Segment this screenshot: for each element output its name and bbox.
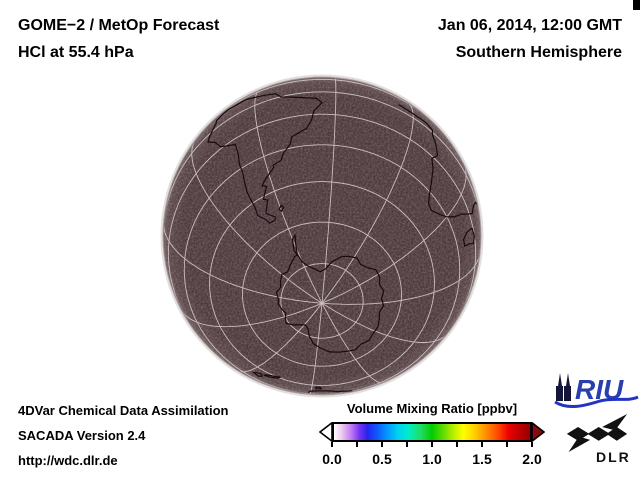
colorbar-tick — [406, 442, 408, 447]
colorbar-tick-label: 1.0 — [422, 451, 442, 467]
graticule-meridian — [321, 302, 384, 384]
globe-lines — [163, 77, 481, 395]
region-line: Southern Hemisphere — [455, 44, 622, 61]
colorbar-tick — [531, 442, 533, 447]
colorbar-title: Volume Mixing Ratio [ppbv] — [346, 401, 518, 416]
colorbar-underflow-arrow-icon — [319, 422, 333, 442]
date-line: Jan 06, 2014, 12:00 GMT — [437, 17, 622, 34]
figure-title: GOME−2 / MetOp Forecast HCl at 55.4 hPa — [18, 12, 219, 66]
colorbar-ticks — [331, 442, 533, 447]
coastline — [462, 227, 476, 248]
colorbar-tick — [331, 442, 333, 447]
coastline — [207, 93, 323, 225]
underflow-arrow-shape — [319, 422, 333, 442]
graticule-meridian — [321, 302, 448, 343]
coastline — [275, 233, 385, 353]
graticule-meridian — [321, 253, 481, 305]
overflow-arrow-shape — [531, 422, 545, 442]
credit-line-1: 4DVar Chemical Data Assimilation — [18, 403, 229, 418]
credit-line-2: SACADA Version 2.4 — [18, 428, 146, 443]
colorbar-tick — [431, 442, 433, 447]
graticule-meridian — [191, 139, 323, 304]
colorbar-tick-label: 0.0 — [322, 451, 342, 467]
riu-cathedral-icon — [556, 373, 563, 401]
credit-line-3: http://wdc.dlr.de — [18, 453, 118, 468]
colorbar-tick — [456, 442, 458, 447]
riu-logo: RIU — [554, 373, 639, 409]
graticule-meridian — [163, 221, 323, 304]
title-line-1: GOME−2 / MetOp Forecast — [18, 17, 220, 34]
colorbar-labels: 0.0 0.5 1.0 1.5 2.0 — [322, 451, 541, 469]
colorbar-tick — [506, 442, 508, 447]
globe-outer-rim — [160, 74, 484, 398]
riu-wave-icon — [554, 395, 639, 409]
colorbar-gradient — [332, 422, 532, 442]
graticule-meridian — [321, 101, 414, 304]
colorbar-bar-row — [319, 422, 545, 442]
dlr-text: DLR — [596, 449, 631, 465]
colorbar-overflow-arrow-icon — [531, 422, 545, 442]
dlr-logo — [566, 414, 628, 452]
coastline — [307, 390, 353, 393]
colorbar-tick — [356, 442, 358, 447]
title-line-2: HCl at 55.4 hPa — [18, 44, 134, 61]
coastline — [315, 386, 323, 390]
colorbar-tick-label: 1.5 — [472, 451, 492, 467]
riu-cathedral-icon — [564, 373, 571, 401]
credits-block: 4DVar Chemical Data Assimilation SACADA … — [18, 398, 229, 473]
coastline — [398, 104, 479, 218]
corner-mark — [633, 0, 640, 10]
colorbar-tick-label: 2.0 — [522, 451, 542, 467]
colorbar: Volume Mixing Ratio [ppbv] 0.0 0.5 1.0 1.5 2… — [319, 401, 545, 469]
figure-subtitle: Jan 06, 2014, 12:00 GMT Southern Hemisph… — [438, 12, 622, 66]
graticule-parallel — [163, 91, 481, 234]
graticule-meridian — [180, 302, 323, 328]
coastline — [278, 204, 285, 212]
coastline — [251, 371, 263, 377]
colorbar-tick — [481, 442, 483, 447]
dlr-emblem-icon — [566, 414, 628, 452]
colorbar-tick-label: 0.5 — [372, 451, 392, 467]
globe-texture — [163, 77, 481, 395]
graticule-meridian — [321, 77, 337, 304]
graticule-meridian — [321, 164, 467, 304]
colorbar-tick — [381, 442, 383, 447]
coastline — [263, 374, 281, 379]
